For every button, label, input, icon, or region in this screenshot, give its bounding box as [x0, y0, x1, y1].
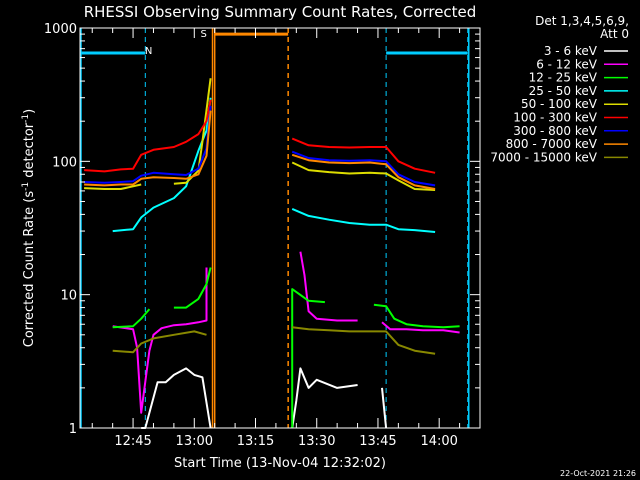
y-tick-label: 10	[60, 289, 77, 304]
legend-entry-label: 3 - 6 keV	[544, 44, 598, 58]
series-line-segment	[291, 161, 436, 191]
series-6-to-12kev	[112, 251, 460, 414]
series-line-segment	[173, 78, 212, 185]
plot-frame	[79, 27, 481, 429]
legend-entry-label: 7000 - 15000 keV	[490, 150, 597, 164]
series-800-to-7000kev	[84, 110, 436, 190]
y-axis-label: Corrected Count Rate (s-1 detector-1)	[21, 109, 37, 347]
x-tick-label: 13:00	[176, 434, 213, 449]
series-line-segment	[141, 367, 212, 429]
legend-entry-label: 25 - 50 keV	[529, 84, 598, 98]
series-line-segment	[292, 326, 436, 355]
series-line-segment	[291, 367, 358, 429]
series-line-segment	[381, 321, 460, 334]
saa-label: S	[201, 29, 207, 40]
series-line-segment	[112, 308, 151, 329]
series-line-segment	[173, 267, 212, 309]
legend-entry-label: 100 - 300 keV	[513, 111, 597, 125]
y-tick-label: 1	[69, 422, 77, 437]
x-axis: 12:45 13:00 13:15 13:30 13:45 14:00	[91, 28, 481, 449]
series-line-segment	[291, 288, 325, 428]
series-300-to-800kev	[84, 105, 436, 187]
legend-entry-label: 300 - 800 keV	[513, 124, 597, 138]
series-line-segment	[84, 183, 142, 190]
legend-title-line2: Att 0	[600, 27, 629, 41]
plot-area: NS	[79, 28, 470, 429]
series-line-segment	[112, 267, 208, 414]
x-tick-label: 14:00	[420, 434, 457, 449]
series-line-segment	[381, 387, 388, 429]
x-tick-label: 13:15	[237, 434, 274, 449]
series-100-to-300kev	[84, 99, 436, 174]
x-axis-label: Start Time (13-Nov-04 12:32:02)	[174, 456, 386, 471]
x-tick-label: 13:30	[298, 434, 335, 449]
series-line-segment	[84, 110, 212, 187]
y-axis-label-sup1: -1	[21, 182, 31, 191]
x-tick-label: 13:45	[359, 434, 396, 449]
series-line-segment	[291, 137, 436, 174]
y-tick-label: 1000	[44, 22, 77, 37]
legend-entry-label: 50 - 100 keV	[521, 97, 598, 111]
y-axis-label-mid: detector	[22, 122, 37, 182]
series-7000-to-15000kev	[112, 326, 436, 355]
y-axis-label-sup2: -1	[21, 114, 31, 123]
series-line-segment	[84, 105, 212, 184]
date-stamp: 22-Oct-2021 21:26	[560, 469, 636, 478]
night-label: N	[145, 46, 152, 57]
chart-title: RHESSI Observing Summary Count Rates, Co…	[84, 3, 477, 21]
series-50-to-100kev	[84, 78, 436, 191]
legend-title-line1: Det 1,3,4,5,6,9,	[535, 14, 629, 28]
series-line-segment	[291, 153, 436, 190]
legend-entry-label: 12 - 25 keV	[529, 71, 598, 85]
y-axis-label-main: Corrected Count Rate (s	[22, 191, 37, 348]
y-axis: 1 10 100 1000	[44, 22, 480, 437]
series-12-to-25kev	[112, 267, 460, 428]
y-axis-label-end: )	[22, 109, 37, 114]
series-line-segment	[373, 303, 460, 329]
series-line-segment	[299, 251, 358, 322]
series-line-segment	[84, 99, 212, 173]
series-line-segment	[291, 207, 436, 233]
y-tick-label: 100	[52, 155, 77, 170]
x-tick-label: 12:45	[114, 434, 151, 449]
legend-entry-label: 800 - 7000 keV	[506, 137, 598, 151]
series-line-segment	[112, 330, 207, 354]
series-line-segment	[291, 150, 436, 187]
series-3-to-6kev	[141, 367, 388, 429]
legend-entry-label: 6 - 12 keV	[536, 57, 598, 71]
